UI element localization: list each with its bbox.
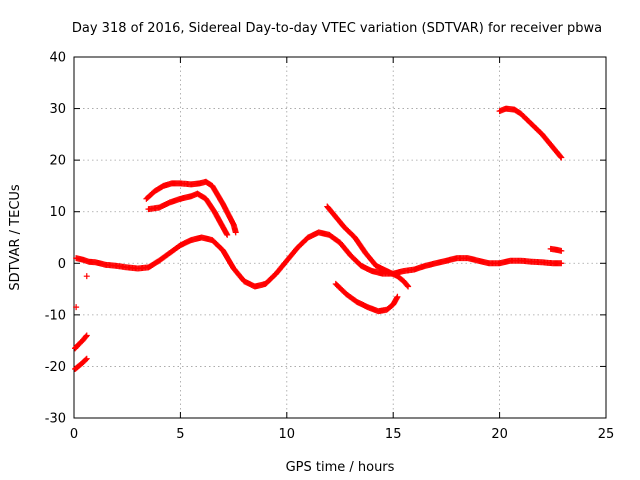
data-point: [83, 333, 90, 340]
series-upper-arc-a: [143, 178, 239, 236]
data-point: [82, 356, 89, 363]
y-tick-label: 40: [49, 51, 66, 66]
data-point: [232, 229, 239, 236]
series-midday-dip: [332, 280, 401, 315]
series-main-trace: [73, 229, 565, 290]
axis-ticks: 0 5 10 15 20 25 -30 -20 -10 0 10 20 30 40: [45, 51, 615, 443]
series-upper-arc-b: [145, 190, 231, 238]
x-tick-label: 0: [70, 427, 78, 442]
x-tick-label: 25: [598, 427, 615, 442]
x-tick-label: 15: [385, 427, 402, 442]
plot-border: [73, 56, 607, 419]
chart-title: Day 318 of 2016, Sidereal Day-to-day VTE…: [72, 21, 602, 36]
data-point: [558, 154, 565, 161]
series-late-arc: [496, 105, 565, 161]
y-tick-label: -30: [45, 412, 66, 427]
data-point: [558, 247, 565, 254]
y-tick-label: 30: [49, 102, 66, 117]
x-tick-label: 10: [279, 427, 296, 442]
grid: [74, 57, 606, 418]
data-point: [404, 282, 411, 289]
y-axis-label: SDTVAR / TECUs: [8, 184, 23, 291]
y-tick-label: -20: [45, 360, 66, 375]
data-points: [72, 105, 565, 373]
data-point: [394, 293, 401, 300]
data-point: [224, 231, 231, 238]
data-point: [558, 260, 565, 267]
data-point: [73, 304, 80, 311]
series-early-low-a: [72, 332, 90, 352]
x-axis-label: GPS time / hours: [286, 460, 395, 475]
y-tick-label: 20: [49, 154, 66, 169]
series-midday-descent: [324, 203, 412, 290]
x-tick-label: 20: [491, 427, 508, 442]
series-early-isolated: [73, 273, 90, 311]
data-point: [83, 273, 90, 280]
x-tick-label: 5: [176, 427, 184, 442]
series-early-low-b: [72, 355, 90, 373]
series-late-short: [547, 245, 565, 254]
data-point: [405, 283, 412, 290]
y-tick-label: 10: [49, 205, 66, 220]
data-point: [83, 355, 90, 362]
y-tick-label: 0: [58, 257, 66, 272]
y-tick-label: -10: [45, 308, 66, 323]
data-point: [557, 153, 564, 160]
data-point: [83, 332, 90, 339]
